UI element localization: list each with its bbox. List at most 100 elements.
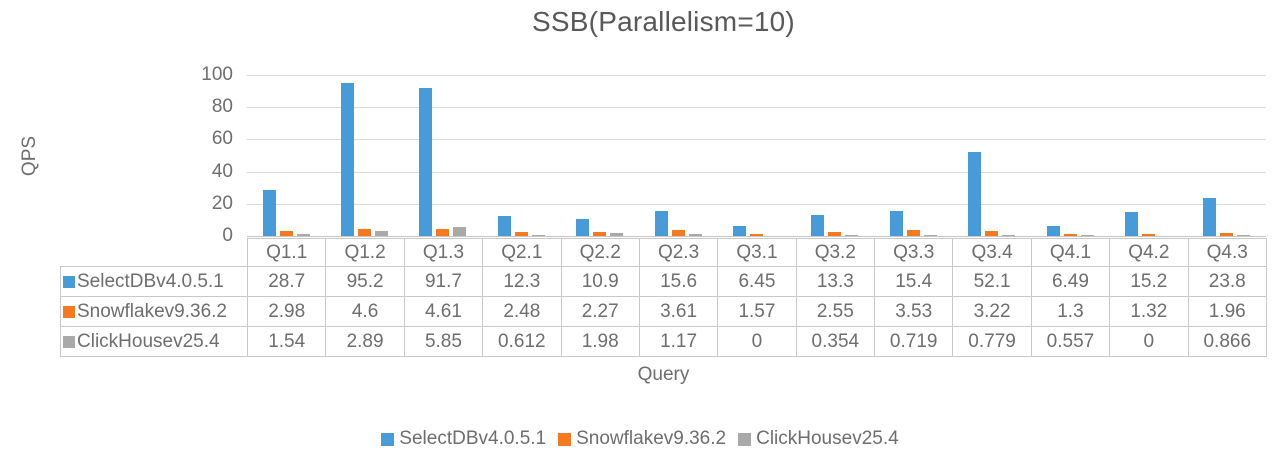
table-header-cell: Q4.3: [1187, 238, 1267, 267]
table-header-row: Q1.1 Q1.2 Q1.3 Q2.1 Q2.2 Q2.3 Q3.1 Q3.2 Q3.3 Q3.4…: [61, 238, 1267, 267]
bar: [436, 228, 450, 236]
table-value-cell: 0.612: [482, 326, 562, 357]
series-name: Snowflakev9.36.2: [77, 300, 227, 322]
bar: [889, 211, 903, 236]
y-axis-ticks: 100 80 60 40 20 0: [150, 64, 233, 246]
table-value-cell: 0.866: [1187, 326, 1267, 357]
bar: [576, 218, 590, 236]
legend-label: Snowflakev9.36.2: [576, 428, 727, 449]
table-value-cell: 10.9: [560, 266, 640, 297]
table-header-cell: Q3.1: [717, 238, 797, 267]
table-header-cell: Q3.4: [952, 238, 1032, 267]
bar: [610, 232, 624, 236]
bar: [514, 232, 528, 236]
bar: [654, 210, 668, 236]
table-row: SelectDBv4.0.5.1 28.7 95.2 91.7 12.3 10.9 15.6…: [60, 266, 1267, 297]
data-table: Q1.1 Q1.2 Q1.3 Q2.1 Q2.2 Q2.3 Q3.1 Q3.2 Q3.3 Q3.4…: [60, 238, 1267, 357]
table-value-cell: 15.2: [1109, 266, 1189, 297]
table-value-cell: 0.557: [1030, 326, 1111, 357]
bar: [1203, 197, 1217, 236]
table-value-cell: 12.3: [482, 266, 562, 297]
bar: [296, 233, 310, 236]
table-header-cell: Q3.3: [873, 238, 954, 267]
legend-item: ClickHousev25.4: [738, 428, 899, 450]
series-label-cell: ClickHousev25.4: [60, 326, 248, 357]
bar: [985, 230, 999, 236]
table-value-cell: 4.61: [403, 296, 484, 327]
legend-item: Snowflakev9.36.2: [558, 428, 726, 450]
table-value-cell: 2.55: [795, 296, 876, 327]
series-name: ClickHousev25.4: [77, 330, 220, 352]
bar: [1080, 235, 1094, 236]
table-value-cell: 0.354: [795, 326, 876, 357]
y-tick-label: 80: [211, 96, 233, 118]
table-header-cell: Q4.2: [1109, 238, 1189, 267]
grid-line: [247, 75, 1266, 76]
table-header-cell: Q4.1: [1030, 238, 1111, 267]
bar-group-Q2.1: [482, 75, 560, 236]
bar: [923, 234, 937, 236]
bar: [1220, 232, 1234, 236]
table-header-cell: Q1.2: [325, 238, 405, 267]
table-header-cell: Q2.3: [638, 238, 719, 267]
chart-title: SSB(Parallelism=10): [532, 6, 795, 37]
table-header-cell: Q2.1: [482, 238, 562, 267]
series-name: SelectDBv4.0.5.1: [77, 270, 224, 292]
table-value-cell: 28.7: [246, 266, 327, 297]
bar-group-Q1.1: [247, 75, 325, 236]
table-header-cell: Q1.3: [403, 238, 484, 267]
bar-group-Q4.3: [1188, 75, 1266, 236]
table-value-cell: 95.2: [325, 266, 405, 297]
y-tick-label: 60: [211, 128, 233, 150]
bar: [419, 88, 433, 236]
table-value-cell: 0: [1109, 326, 1189, 357]
bar: [1046, 225, 1060, 236]
bar-group-Q2.2: [561, 75, 639, 236]
table-value-cell: 23.8: [1187, 266, 1267, 297]
legend-swatch-icon: [558, 432, 572, 446]
table-value-cell: 3.22: [952, 296, 1032, 327]
table-value-cell: 13.3: [795, 266, 876, 297]
bar: [671, 230, 685, 236]
grid-line: [247, 139, 1266, 141]
table-value-cell: 0: [717, 326, 797, 357]
table-value-cell: 2.98: [246, 296, 327, 327]
table-value-cell: 1.32: [1109, 296, 1189, 327]
bar: [497, 216, 511, 236]
series-label-cell: SelectDBv4.0.5.1: [60, 266, 248, 297]
bar: [1063, 233, 1077, 236]
series-label-cell: Snowflakev9.36.2: [60, 296, 248, 327]
bar: [453, 226, 467, 236]
bar-group-Q3.4: [953, 75, 1031, 236]
table-header-cell: Q3.2: [795, 238, 876, 267]
legend: SelectDBv4.0.5.1 Snowflakev9.36.2 ClickHou…: [0, 428, 1280, 450]
table-header-cell: Q2.2: [560, 238, 640, 267]
table-value-cell: 6.45: [717, 266, 797, 297]
legend-item: SelectDBv4.0.5.1: [381, 428, 546, 450]
bar-group-Q3.1: [717, 75, 795, 236]
bar-group-Q4.1: [1031, 75, 1109, 236]
table-row: Snowflakev9.36.2 2.98 4.6 4.61 2.48 2.27 3.61 1…: [60, 296, 1267, 327]
grid-line: [247, 171, 1266, 173]
table-value-cell: 0.719: [873, 326, 954, 357]
plot-area: [247, 75, 1266, 237]
bar: [375, 231, 389, 236]
table-header-cell: Q1.1: [246, 238, 327, 267]
table-value-cell: 15.6: [638, 266, 719, 297]
bar: [593, 232, 607, 236]
table-value-cell: 15.4: [873, 266, 954, 297]
table-value-cell: 52.1: [952, 266, 1032, 297]
bar: [845, 235, 859, 236]
grid-line: [247, 203, 1266, 205]
legend-swatch-icon: [738, 432, 752, 446]
y-tick-label: 0: [222, 225, 233, 246]
bar: [262, 189, 276, 236]
table-value-cell: 3.61: [638, 296, 719, 327]
bar-group-Q2.3: [639, 75, 717, 236]
table-corner-cell: [61, 239, 248, 267]
legend-swatch-icon: [381, 432, 395, 446]
table-value-cell: 1.3: [1030, 296, 1111, 327]
bar: [1141, 233, 1155, 236]
series-swatch-icon: [63, 335, 75, 348]
table-value-cell: 6.49: [1030, 266, 1111, 297]
